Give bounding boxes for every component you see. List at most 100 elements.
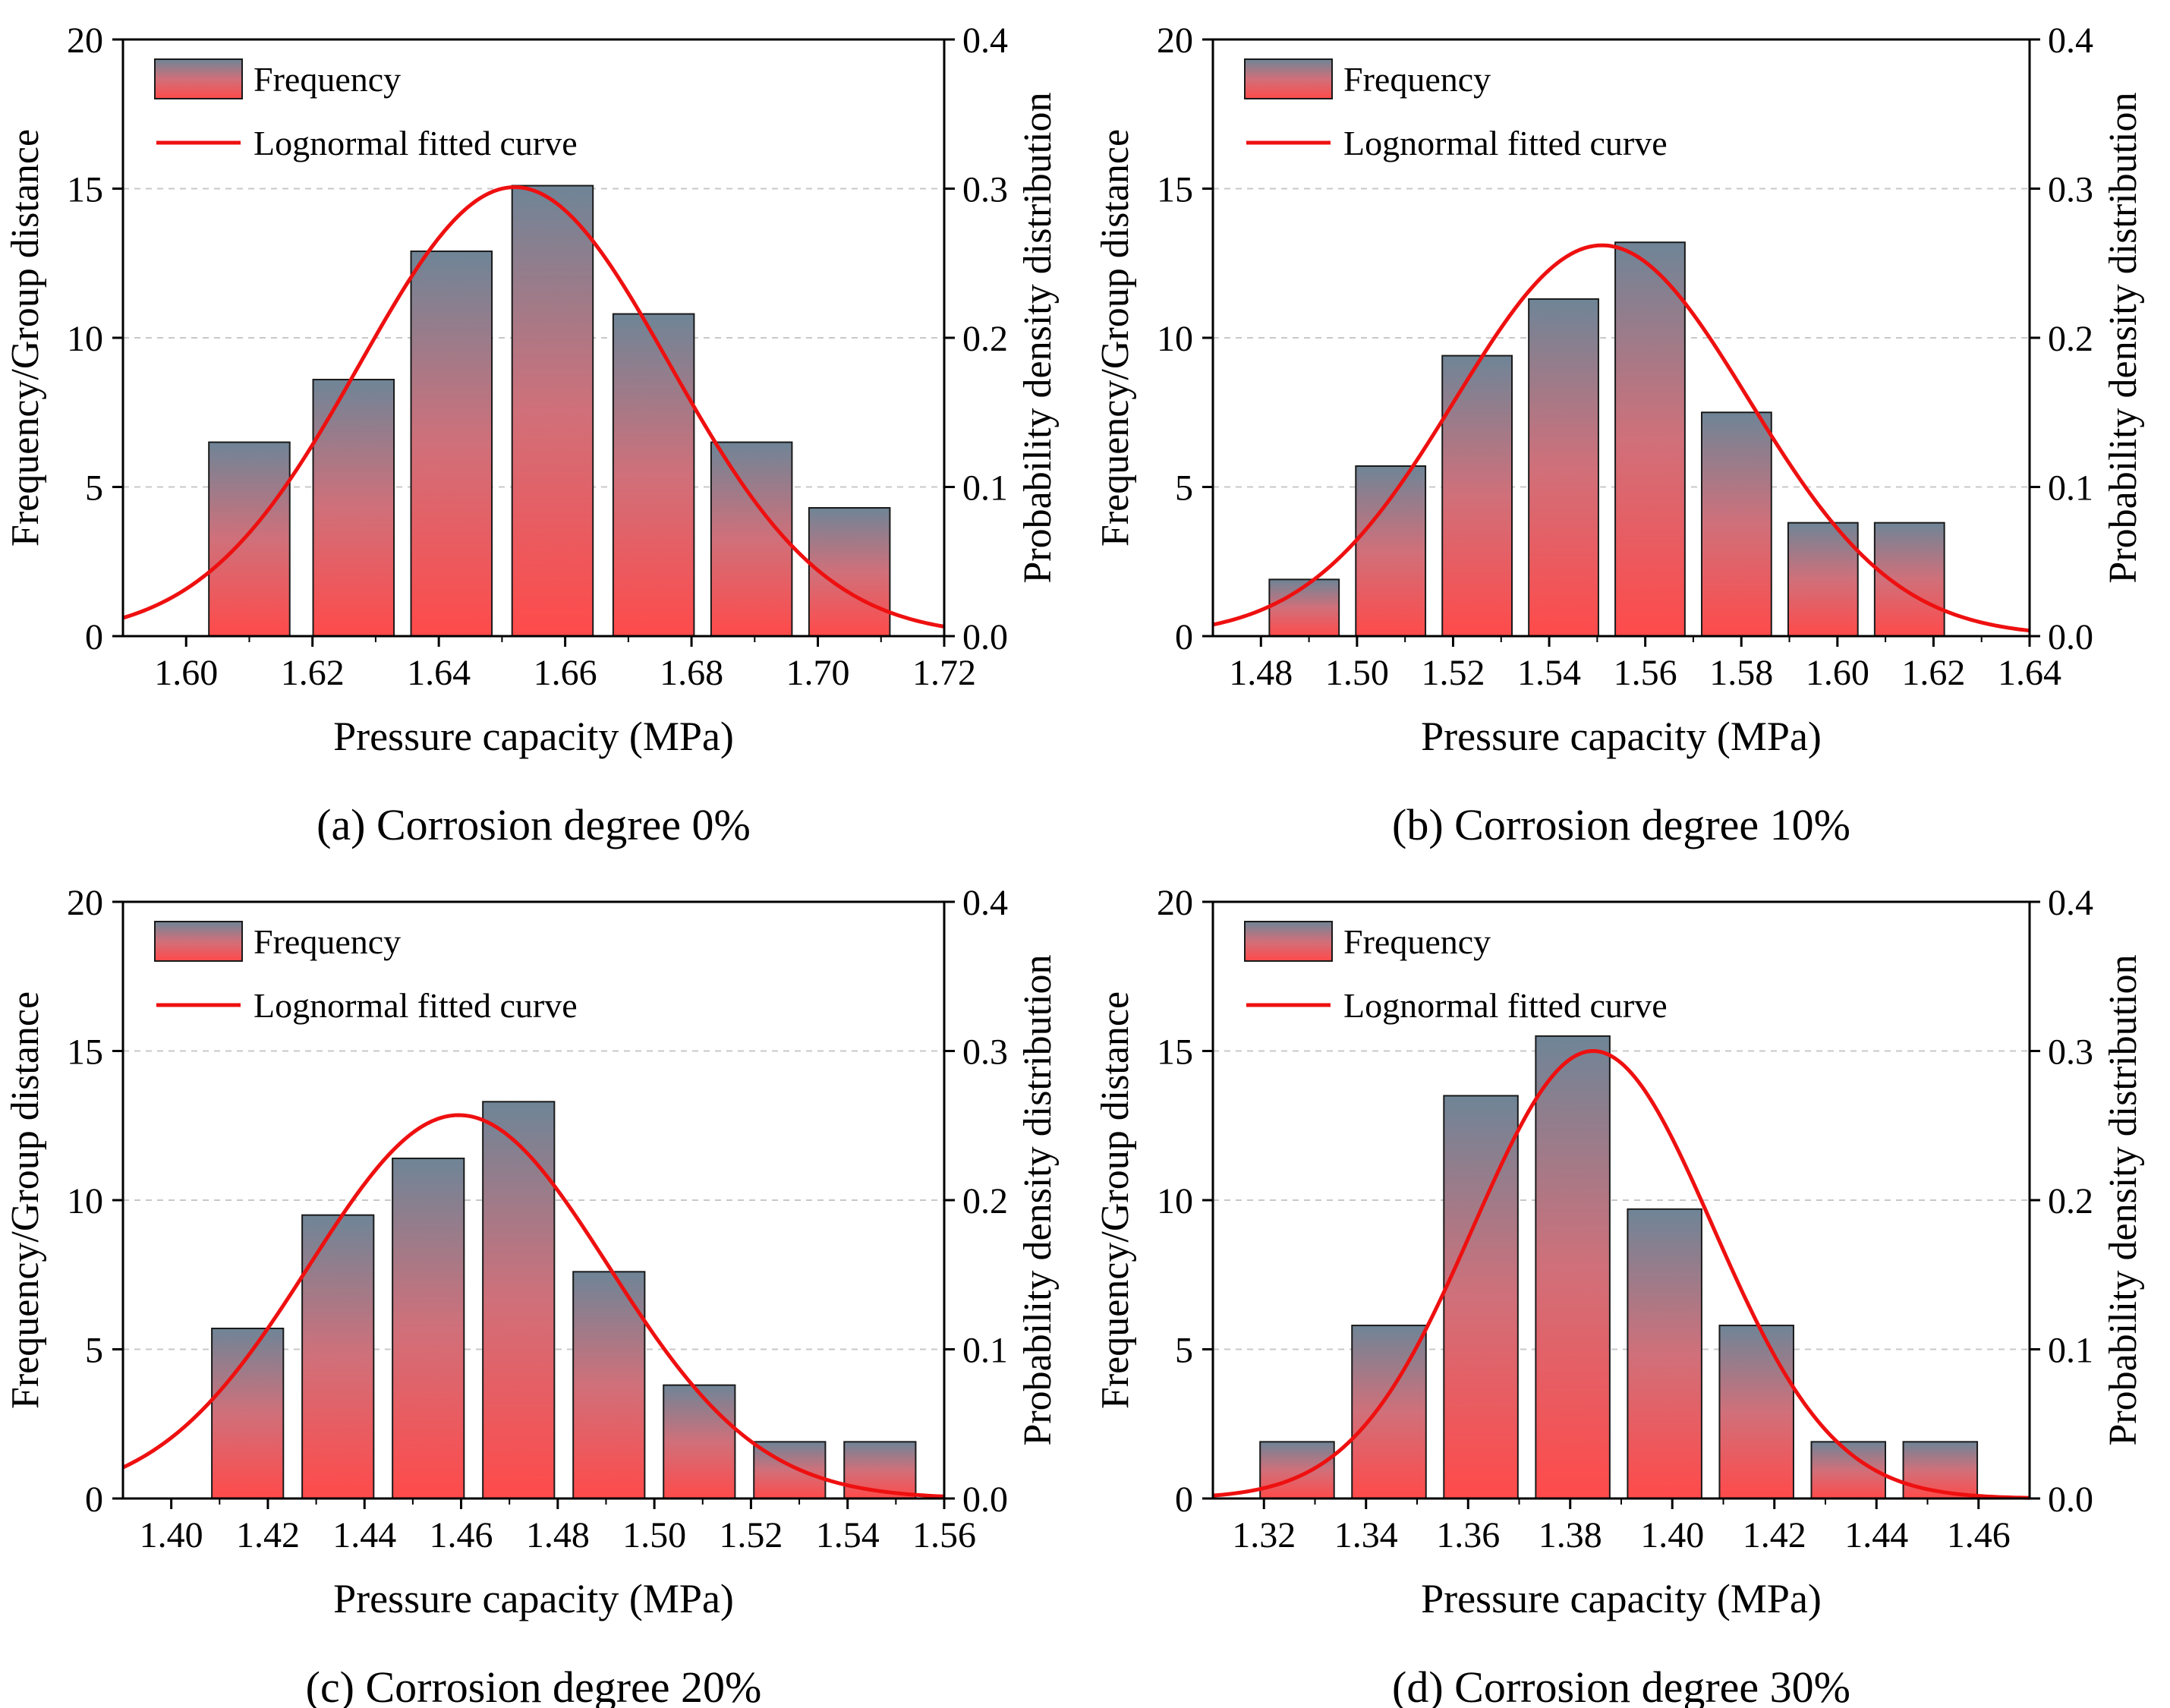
legend-label-curve: Lognormal fitted curve: [254, 986, 578, 1025]
x-tick-label: 1.42: [1743, 1515, 1806, 1555]
y2-tick-label: 0.1: [962, 1331, 1008, 1371]
x-tick-label: 1.52: [1421, 653, 1485, 693]
y-tick-label: 15: [1157, 1032, 1193, 1073]
bar: [392, 1157, 465, 1499]
y-tick-label: 0: [85, 617, 103, 657]
x-tick-label: 1.48: [1229, 653, 1293, 693]
y2-tick-label: 0.3: [2048, 1032, 2093, 1073]
panel-caption: (b) Corrosion degree 10%: [1392, 800, 1850, 849]
bar: [1718, 1325, 1794, 1500]
y-tick-label: 0: [1175, 617, 1193, 657]
x-tick-label: 1.46: [1947, 1515, 2011, 1555]
legend-label-frequency: Frequency: [1343, 922, 1491, 961]
legend-label-frequency: Frequency: [1343, 60, 1491, 99]
bar: [1701, 411, 1772, 637]
y-tick-label: 5: [1175, 468, 1193, 509]
chart-panel-d: 0 5 10 15 20 0.0 0.1 0.2 0.3 0.4 1.32 1.34 1.36 1.38 1…: [1094, 883, 2145, 1708]
legend: Frequency Lognormal fitted curve: [1244, 921, 1668, 1025]
y2-tick-label: 0.2: [2048, 319, 2093, 359]
bar: [482, 1101, 556, 1500]
bar: [1902, 1441, 1979, 1499]
y2-tick-label: 0.0: [962, 1480, 1008, 1520]
y-tick-label: 5: [85, 1331, 103, 1371]
legend-label-curve: Lognormal fitted curve: [1343, 986, 1668, 1025]
y-tick-label: 10: [67, 319, 103, 359]
legend-swatch-frequency: [154, 921, 243, 962]
y-tick-label: 10: [67, 1181, 103, 1221]
legend: Frequency Lognormal fitted curve: [154, 921, 578, 1025]
y-tick-label: 5: [1175, 1331, 1193, 1371]
legend-label-curve: Lognormal fitted curve: [1343, 124, 1668, 162]
y-tick-label: 0: [85, 1480, 103, 1520]
bar: [511, 184, 594, 637]
x-tick-label: 1.60: [154, 653, 218, 693]
y-tick-label: 20: [1157, 20, 1193, 61]
bar: [572, 1271, 646, 1499]
panel-caption: (a) Corrosion degree 0%: [317, 800, 751, 849]
legend: Frequency Lognormal fitted curve: [154, 58, 578, 162]
y-tick-label: 10: [1157, 319, 1193, 359]
y2-tick-label: 0.4: [962, 20, 1008, 61]
bar: [312, 379, 395, 637]
x-tick-label: 1.54: [1517, 653, 1581, 693]
bar: [663, 1384, 736, 1500]
y2-tick-label: 0.2: [2048, 1181, 2093, 1221]
legend-label-frequency: Frequency: [254, 922, 401, 961]
y2-tick-label: 0.2: [962, 319, 1008, 359]
fitted-curve: [122, 185, 945, 629]
x-tick-label: 1.56: [1614, 653, 1677, 693]
x-tick-label: 1.38: [1539, 1515, 1602, 1555]
y-tick-label: 0: [1175, 1480, 1193, 1520]
panel-caption: (d) Corrosion degree 30%: [1392, 1662, 1850, 1708]
y-tick-label: 15: [67, 170, 103, 210]
y-axis-title: Frequency/Group distance: [1094, 991, 1137, 1409]
fitted-curve: [1212, 243, 2030, 633]
legend-label-frequency: Frequency: [254, 60, 401, 99]
bar: [1535, 1035, 1611, 1499]
y2-tick-label: 0.1: [2048, 1331, 2093, 1371]
y2-tick-label: 0.2: [962, 1181, 1008, 1221]
x-tick-label: 1.66: [534, 653, 597, 693]
x-tick-label: 1.64: [407, 653, 471, 693]
x-tick-label: 1.50: [1325, 653, 1389, 693]
legend-swatch-frequency: [1244, 921, 1333, 962]
chart-panel-b: 0 5 10 15 20 0.0 0.1 0.2 0.3 0.4 1.48 1.50 1.52 1.54 1…: [1094, 20, 2145, 849]
y-axis-title: Frequency/Group distance: [4, 129, 47, 547]
bar: [1443, 1095, 1519, 1499]
x-axis-title: Pressure capacity (MPa): [333, 714, 734, 759]
x-tick-label: 1.46: [430, 1515, 493, 1555]
y2-tick-label: 0.4: [2048, 883, 2093, 923]
y2-tick-label: 0.3: [962, 170, 1008, 210]
legend: Frequency Lognormal fitted curve: [1244, 58, 1668, 162]
x-tick-label: 1.48: [526, 1515, 590, 1555]
bar: [1259, 1441, 1335, 1499]
x-axis-title: Pressure capacity (MPa): [1421, 1576, 1822, 1621]
y-tick-label: 15: [67, 1032, 103, 1073]
y2-tick-label: 0.4: [2048, 20, 2093, 61]
x-tick-label: 1.54: [816, 1515, 880, 1555]
x-tick-label: 1.40: [1640, 1515, 1704, 1555]
y-axis-title: Frequency/Group distance: [1094, 129, 1137, 547]
y-tick-label: 15: [1157, 170, 1193, 210]
panel-caption: (c) Corrosion degree 20%: [306, 1662, 762, 1708]
x-tick-label: 1.70: [786, 653, 850, 693]
fitted-curve: [1212, 1049, 2030, 1500]
bar: [1441, 355, 1513, 637]
chart-panel-a: 0 5 10 15 20 0.0 0.1 0.2 0.3 0.4 1.60 1.62 1.64 1.66 1…: [4, 20, 1060, 849]
x-tick-label: 1.52: [719, 1515, 783, 1555]
bar: [1627, 1208, 1702, 1500]
x-axis-title: Pressure capacity (MPa): [333, 1576, 734, 1621]
y-axis-title: Frequency/Group distance: [4, 991, 47, 1409]
x-tick-label: 1.60: [1806, 653, 1869, 693]
y2-axis-title: Probability density distribution: [2102, 92, 2145, 583]
y2-tick-label: 0.1: [2048, 468, 2093, 509]
x-tick-label: 1.50: [622, 1515, 686, 1555]
x-tick-label: 1.58: [1709, 653, 1773, 693]
y2-tick-label: 0.0: [2048, 1480, 2093, 1520]
legend-swatch-frequency: [154, 58, 243, 99]
y-tick-label: 5: [85, 468, 103, 509]
bar: [1873, 522, 1945, 637]
x-tick-label: 1.56: [912, 1515, 976, 1555]
